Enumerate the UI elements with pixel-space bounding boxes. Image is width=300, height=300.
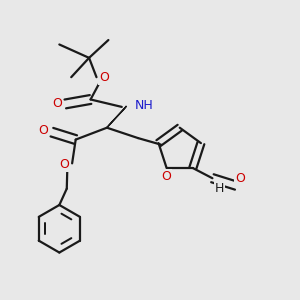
Text: O: O bbox=[235, 172, 245, 185]
Polygon shape bbox=[107, 106, 127, 128]
Text: O: O bbox=[59, 158, 69, 171]
Text: O: O bbox=[39, 124, 49, 137]
Text: H: H bbox=[215, 182, 224, 195]
Text: O: O bbox=[162, 170, 172, 183]
Text: O: O bbox=[99, 71, 109, 84]
Text: NH: NH bbox=[135, 99, 154, 112]
Text: O: O bbox=[52, 97, 62, 110]
